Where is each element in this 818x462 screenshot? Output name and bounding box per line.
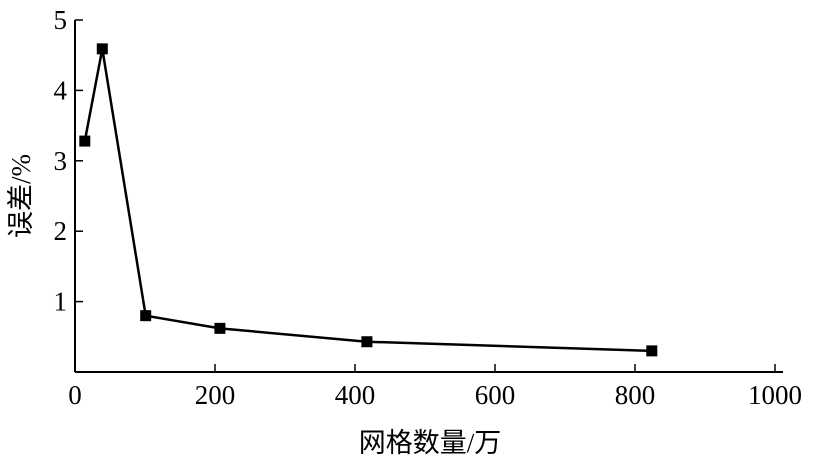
x-tick-label: 1000 [748,380,802,410]
data-point [361,336,373,348]
data-point [79,135,91,147]
y-tick-label: 2 [54,216,68,246]
x-tick-label: 0 [68,380,82,410]
series-line [83,48,652,353]
y-tick-label: 3 [54,146,68,176]
y-tick-label: 5 [54,5,68,35]
y-axis-label: 误差/% [6,154,36,238]
x-tick-label: 200 [195,380,236,410]
axes [74,20,783,373]
data-point [646,345,658,357]
x-tick-label: 600 [475,380,516,410]
data-point [214,322,226,334]
y-tick-label: 4 [54,75,68,105]
x-axis-label: 网格数量/万 [359,428,502,458]
y-tick-label: 1 [54,287,68,317]
data-point [96,43,108,55]
x-tick-label: 400 [335,380,376,410]
data-point [140,310,152,322]
x-tick-label: 800 [615,380,656,410]
